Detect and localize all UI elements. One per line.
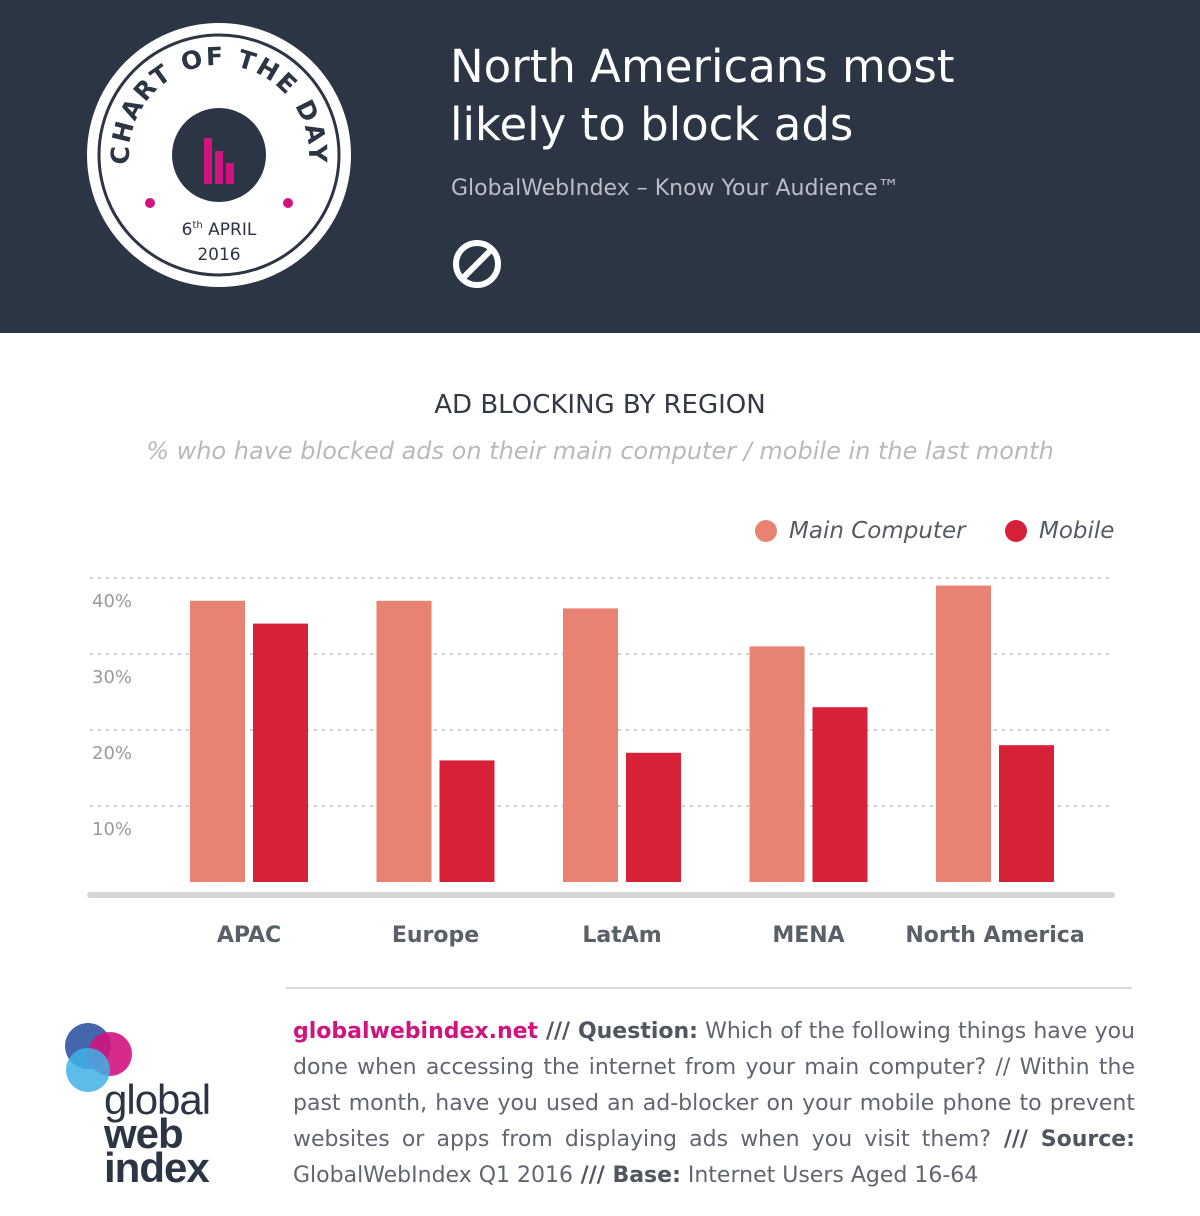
legend-label-mobile: Mobile (1039, 518, 1115, 544)
legend-swatch-mobile (1005, 520, 1027, 542)
logo-circles-icon (65, 1023, 132, 1092)
footer-divider (286, 987, 1132, 989)
x-category-label: North America (905, 923, 1084, 948)
footnote-separator: /// (538, 1019, 578, 1044)
bar-apac-mobile (253, 623, 308, 882)
bar-chart-icon (204, 138, 234, 184)
logo-word-web: web (104, 1110, 184, 1157)
footnote-site-link[interactable]: globalwebindex.net (293, 1019, 539, 1044)
chart-subtitle: % who have blocked ads on their main com… (146, 437, 1054, 465)
no-entry-icon (453, 240, 501, 288)
badge-year: 2016 (197, 245, 240, 265)
x-category-label: MENA (772, 923, 844, 948)
legend-item-mobile: Mobile (1005, 518, 1114, 544)
tagline: GlobalWebIndex – Know Your Audience™ (451, 176, 900, 201)
y-tick-label: 10% (92, 819, 132, 840)
bar-apac-main-computer (190, 600, 245, 882)
bar-europe-main-computer (376, 600, 432, 882)
footnote-source-label: Source: (1040, 1127, 1135, 1152)
bar-mena-mobile (812, 707, 868, 882)
badge-date: 6th APRIL (182, 220, 257, 240)
footnote-separator: /// (991, 1127, 1041, 1152)
chart-of-the-day-badge: CHART OF THE DAY 6th APRIL 2016 (87, 23, 351, 287)
bar-north-america-main-computer (936, 585, 991, 882)
headline-line-2: likely to block ads (450, 98, 854, 151)
logo-word-index: index (104, 1144, 210, 1191)
bar-north-america-mobile (999, 745, 1054, 882)
footnote-separator: /// (573, 1163, 613, 1188)
axis-labels: 10% 20% 30% 40% APAC Europe LatAm MENA North Ame… (92, 591, 1085, 948)
x-category-label: APAC (217, 923, 281, 948)
badge-dot-right (283, 198, 293, 208)
header-banner: CHART OF THE DAY 6th APRIL 2016 North Am… (0, 0, 1200, 333)
x-category-label: Europe (392, 923, 479, 948)
bar-mena-main-computer (749, 646, 805, 882)
footnote-question-label: Question: (577, 1019, 698, 1044)
headline-line-1: North Americans most (450, 40, 955, 93)
y-tick-label: 40% (92, 591, 132, 612)
footnote: globalwebindex.net /// Question: Which o… (293, 1014, 1135, 1194)
x-category-label: LatAm (582, 923, 661, 948)
footnote-base-label: Base: (612, 1163, 681, 1188)
y-tick-label: 30% (92, 667, 132, 688)
legend-label-main-computer: Main Computer (789, 518, 966, 544)
bar-latam-main-computer (563, 608, 618, 882)
badge-dot-left (145, 198, 155, 208)
legend-swatch-main-computer (755, 520, 777, 542)
bar-europe-mobile (439, 760, 495, 882)
bar-latam-mobile (626, 752, 681, 882)
chart-title: AD BLOCKING BY REGION (434, 390, 766, 420)
y-tick-label: 20% (92, 743, 132, 764)
footnote-question-text: Which of the following things have you d… (293, 1019, 1135, 1152)
footnote-base-text: Internet Users Aged 16-64 (680, 1163, 979, 1188)
bars (190, 585, 1054, 882)
globalwebindex-logo: global web index (58, 1018, 238, 1191)
legend-item-main-computer: Main Computer (755, 518, 966, 544)
logo-word-global: global (104, 1076, 211, 1123)
footnote-source-text: GlobalWebIndex Q1 2016 (293, 1163, 573, 1188)
headline: North Americans most likely to block ads (450, 38, 1150, 154)
bar-chart: 10% 20% 30% 40% APAC Europe LatAm MENA North Ame… (87, 577, 1115, 948)
